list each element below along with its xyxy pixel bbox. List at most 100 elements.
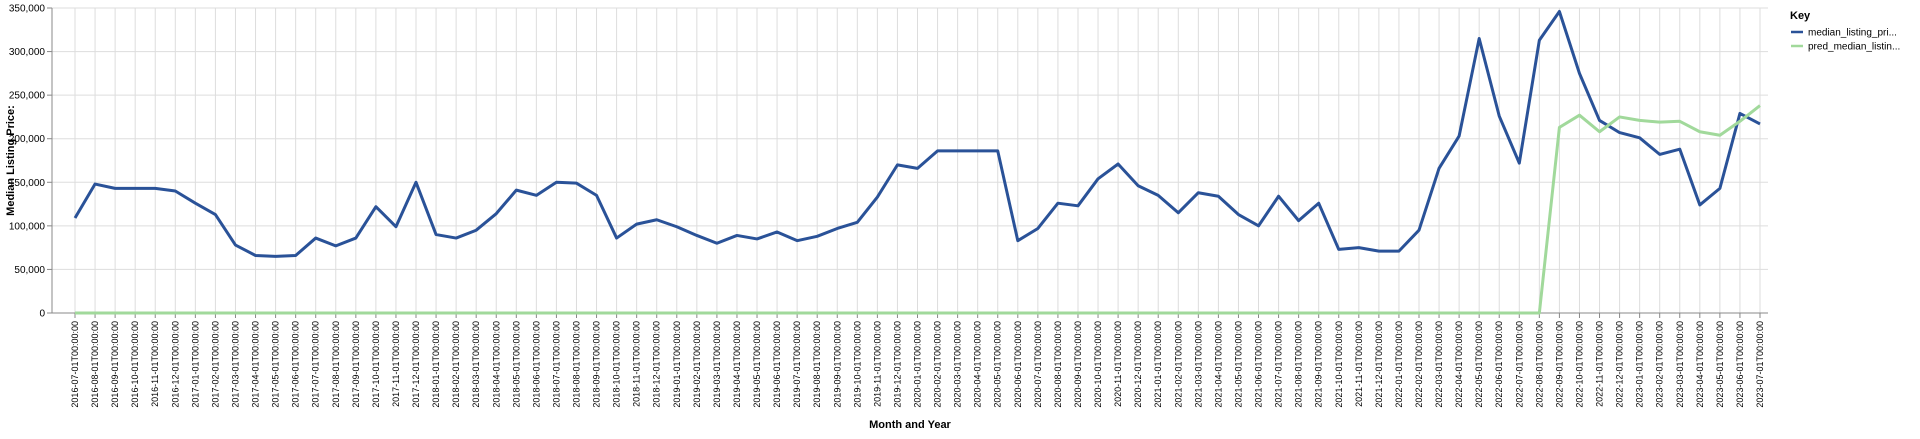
series-line-2	[75, 104, 1761, 315]
x-tick-label: 2020-10-01T00:00:00	[1093, 321, 1103, 408]
x-tick-label: 2023-03-01T00:00:00	[1675, 321, 1685, 408]
y-tick-label: 350,000	[9, 4, 46, 15]
x-tick-label: 2022-09-01T00:00:00	[1554, 321, 1564, 408]
x-tick-label: 2021-06-01T00:00:00	[1254, 321, 1264, 408]
x-tick-label: 2018-12-01T00:00:00	[652, 321, 662, 408]
x-tick-label: 2022-07-01T00:00:00	[1514, 321, 1524, 408]
x-tick-label: 2020-03-01T00:00:00	[953, 321, 963, 408]
x-tick-label: 2019-01-01T00:00:00	[672, 321, 682, 408]
x-tick-label: 2017-01-01T00:00:00	[190, 321, 200, 408]
x-tick-label: 2016-12-01T00:00:00	[170, 321, 180, 408]
x-tick-label: 2018-08-01T00:00:00	[571, 321, 581, 408]
x-tick-label: 2021-02-01T00:00:00	[1173, 321, 1183, 408]
x-tick-label: 2021-12-01T00:00:00	[1374, 321, 1384, 408]
y-tick-label: 300,000	[9, 47, 46, 58]
x-tick-label: 2019-03-01T00:00:00	[712, 321, 722, 408]
x-tick-label: 2020-01-01T00:00:00	[913, 321, 923, 408]
x-tick-label: 2020-12-01T00:00:00	[1133, 321, 1143, 408]
x-tick-label: 2019-10-01T00:00:00	[852, 321, 862, 408]
x-tick-label: 2020-02-01T00:00:00	[933, 321, 943, 408]
legend-label-2: pred_median_listin...	[1808, 42, 1900, 53]
x-tick-label: 2017-12-01T00:00:00	[411, 321, 421, 408]
x-tick-label: 2019-07-01T00:00:00	[792, 321, 802, 408]
x-tick-label: 2019-06-01T00:00:00	[772, 321, 782, 408]
x-tick-label: 2021-01-01T00:00:00	[1153, 321, 1163, 408]
x-tick-label: 2022-03-01T00:00:00	[1434, 321, 1444, 408]
x-tick-label: 2021-11-01T00:00:00	[1354, 321, 1364, 407]
legend-title: Key	[1790, 10, 1811, 22]
x-tick-label: 2018-04-01T00:00:00	[491, 321, 501, 408]
legend: Key median_listing_pri... pred_median_lis…	[1790, 10, 1900, 53]
x-tick-label: 2023-01-01T00:00:00	[1635, 321, 1645, 408]
x-tick-label: 2017-02-01T00:00:00	[210, 321, 220, 408]
y-tick-label: 100,000	[9, 221, 46, 232]
x-tick-label: 2017-06-01T00:00:00	[291, 321, 301, 408]
x-tick-label: 2022-01-01T00:00:00	[1394, 321, 1404, 408]
y-tick-label: 250,000	[9, 91, 46, 102]
x-tick-label: 2022-05-01T00:00:00	[1474, 321, 1484, 408]
axes: 0 50,000 100,000 150,000 200,000 250,000 300,0…	[9, 4, 1768, 408]
y-axis-title: Median Listing Price:	[5, 105, 17, 216]
x-tick-label: 2019-12-01T00:00:00	[892, 321, 902, 408]
x-tick-label: 2021-09-01T00:00:00	[1314, 321, 1324, 408]
x-tick-label: 2017-04-01T00:00:00	[251, 321, 261, 408]
x-tick-label: 2019-05-01T00:00:00	[752, 321, 762, 408]
x-tick-label: 2017-07-01T00:00:00	[311, 321, 321, 408]
x-tick-label: 2018-07-01T00:00:00	[551, 321, 561, 408]
x-tick-label: 2017-09-01T00:00:00	[351, 321, 361, 408]
x-tick-label: 2018-06-01T00:00:00	[531, 321, 541, 408]
x-tick-label: 2023-04-01T00:00:00	[1695, 321, 1705, 408]
x-tick-label: 2018-09-01T00:00:00	[592, 321, 602, 408]
y-tick-label: 50,000	[14, 265, 45, 276]
x-tick-label: 2021-04-01T00:00:00	[1213, 321, 1223, 408]
x-tick-label: 2016-10-01T00:00:00	[130, 321, 140, 408]
y-tick-label: 200,000	[9, 134, 46, 145]
x-tick-label: 2020-04-01T00:00:00	[973, 321, 983, 408]
y-tick-label: 0	[39, 309, 45, 320]
x-tick-label: 2022-08-01T00:00:00	[1534, 321, 1544, 408]
x-tick-label: 2023-07-01T00:00:00	[1755, 321, 1765, 408]
x-tick-label: 2017-11-01T00:00:00	[391, 321, 401, 407]
x-tick-label: 2021-07-01T00:00:00	[1274, 321, 1284, 408]
x-tick-label: 2018-11-01T00:00:00	[632, 321, 642, 407]
x-tick-label: 2020-05-01T00:00:00	[993, 321, 1003, 408]
x-tick-label: 2016-09-01T00:00:00	[110, 321, 120, 408]
x-tick-label: 2023-05-01T00:00:00	[1715, 321, 1725, 408]
x-tick-label: 2023-06-01T00:00:00	[1735, 321, 1745, 408]
x-tick-label: 2019-08-01T00:00:00	[812, 321, 822, 408]
x-tick-label: 2016-11-01T00:00:00	[150, 321, 160, 407]
x-tick-label: 2018-05-01T00:00:00	[511, 321, 521, 408]
x-tick-label: 2021-03-01T00:00:00	[1193, 321, 1203, 408]
x-tick-label: 2017-08-01T00:00:00	[331, 321, 341, 408]
x-tick-label: 2020-06-01T00:00:00	[1013, 321, 1023, 408]
x-axis-title: Month and Year	[869, 419, 951, 431]
x-tick-label: 2022-06-01T00:00:00	[1494, 321, 1504, 408]
x-tick-label: 2019-02-01T00:00:00	[692, 321, 702, 408]
x-tick-label: 2022-12-01T00:00:00	[1615, 321, 1625, 408]
x-tick-label: 2018-01-01T00:00:00	[431, 321, 441, 408]
x-tick-label: 2017-10-01T00:00:00	[371, 321, 381, 408]
x-tick-label: 2018-03-01T00:00:00	[471, 321, 481, 408]
legend-label-1: median_listing_pri...	[1808, 28, 1897, 39]
x-tick-label: 2018-10-01T00:00:00	[612, 321, 622, 408]
x-tick-label: 2017-05-01T00:00:00	[271, 321, 281, 408]
x-tick-label: 2020-08-01T00:00:00	[1053, 321, 1063, 408]
x-tick-label: 2020-07-01T00:00:00	[1033, 321, 1043, 408]
x-tick-label: 2020-09-01T00:00:00	[1073, 321, 1083, 408]
x-tick-label: 2022-10-01T00:00:00	[1574, 321, 1584, 408]
x-tick-label: 2021-05-01T00:00:00	[1233, 321, 1243, 408]
x-tick-label: 2021-08-01T00:00:00	[1294, 321, 1304, 408]
x-tick-label: 2022-02-01T00:00:00	[1414, 321, 1424, 408]
x-tick-label: 2020-11-01T00:00:00	[1113, 321, 1123, 407]
series-lines	[73, 9, 1761, 315]
x-tick-label: 2019-11-01T00:00:00	[872, 321, 882, 407]
x-tick-label: 2016-07-01T00:00:00	[70, 321, 80, 408]
x-tick-label: 2019-09-01T00:00:00	[832, 321, 842, 408]
x-tick-label: 2021-10-01T00:00:00	[1334, 321, 1344, 408]
x-tick-label: 2023-02-01T00:00:00	[1655, 321, 1665, 408]
x-tick-label: 2019-04-01T00:00:00	[732, 321, 742, 408]
y-tick-label: 150,000	[9, 178, 46, 189]
gridlines	[52, 7, 1768, 314]
